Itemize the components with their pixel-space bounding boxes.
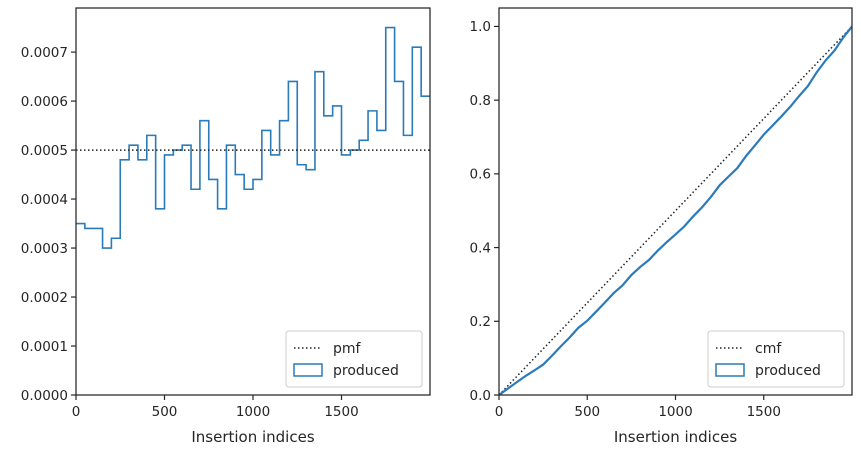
- y-tick-label: 0.4: [470, 240, 491, 256]
- series-cmf-line: [499, 25, 852, 395]
- y-tick-label: 0.0005: [21, 143, 68, 159]
- y-tick-label: 0.6: [470, 167, 491, 183]
- y-tick-label: 0.0007: [21, 45, 68, 61]
- y-tick-label: 1.0: [470, 19, 491, 35]
- y-tick-label: 0.0003: [21, 241, 68, 257]
- series-produced-line: [499, 25, 852, 395]
- pmf-histogram-panel: 0 500 1000 1500 0.0000 0.0001 0.0002 0.0003 0.00…: [21, 7, 431, 446]
- legend-label-cmf: cmf: [755, 341, 782, 357]
- y-tick-label: 0.0004: [21, 192, 68, 208]
- x-tick-label: 1000: [236, 404, 270, 420]
- legend-box: [707, 330, 845, 388]
- x-tick-label: 500: [574, 404, 600, 420]
- legend-label-produced: produced: [333, 363, 399, 379]
- y-tick-label: 0.0001: [21, 339, 68, 355]
- plot-area: [76, 26, 430, 249]
- cmf-line-panel: 0 500 1000 1500 0.0 0.2 0.4 0.6 0.8 1.0 Insertion …: [470, 7, 853, 446]
- legend-box: [285, 330, 423, 388]
- legend: pmf produced: [285, 330, 423, 388]
- x-tick-label: 1500: [747, 404, 781, 420]
- x-tick-label: 0: [495, 404, 504, 420]
- y-tick-label: 0.0: [470, 388, 491, 404]
- y-tick-label: 0.0002: [21, 290, 68, 306]
- legend-swatch-produced: [715, 363, 745, 377]
- legend-swatch-produced: [293, 363, 323, 377]
- y-tick-label: 0.8: [470, 93, 491, 109]
- x-axis-label: Insertion indices: [191, 428, 314, 446]
- series-produced-line: [76, 26, 430, 249]
- x-tick-label: 1000: [658, 404, 692, 420]
- y-tick-label: 0.0000: [21, 388, 68, 404]
- y-tick-label: 0.2: [470, 314, 491, 330]
- y-tick-label: 0.0006: [21, 94, 68, 110]
- plot-area: [499, 25, 852, 395]
- x-tick-label: 500: [152, 404, 178, 420]
- x-axis-label: Insertion indices: [614, 428, 737, 446]
- x-tick-label: 0: [72, 404, 81, 420]
- legend-label-pmf: pmf: [333, 341, 362, 357]
- x-tick-label: 1500: [324, 404, 358, 420]
- legend: cmf produced: [707, 330, 845, 388]
- legend-label-produced: produced: [755, 363, 821, 379]
